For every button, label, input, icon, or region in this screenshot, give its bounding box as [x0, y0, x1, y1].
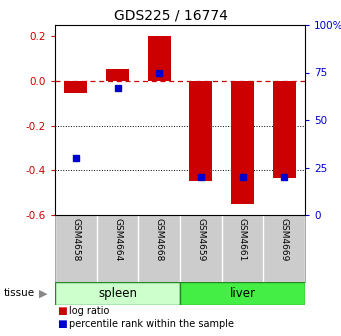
Text: log ratio: log ratio	[69, 306, 109, 316]
Text: GSM4661: GSM4661	[238, 218, 247, 262]
Bar	[64, 81, 87, 93]
Bar	[231, 81, 254, 204]
Text: spleen: spleen	[98, 287, 137, 300]
Bar	[180, 282, 305, 305]
Bar	[273, 81, 296, 178]
Text: percentile rank within the sample: percentile rank within the sample	[69, 319, 234, 329]
Text: GSM4664: GSM4664	[113, 218, 122, 262]
Text: GDS225 / 16774: GDS225 / 16774	[114, 8, 227, 23]
Text: ■: ■	[57, 319, 67, 329]
Text: liver: liver	[229, 287, 255, 300]
Text: GSM4668: GSM4668	[155, 218, 164, 262]
Text: ▶: ▶	[39, 289, 47, 298]
Text: GSM4669: GSM4669	[280, 218, 289, 262]
Bar	[55, 282, 180, 305]
Bar	[189, 81, 212, 181]
Text: ■: ■	[57, 306, 67, 316]
Bar	[106, 69, 129, 81]
Text: GSM4659: GSM4659	[196, 218, 205, 262]
Text: GSM4658: GSM4658	[71, 218, 80, 262]
Bar	[148, 36, 170, 81]
Text: tissue: tissue	[3, 289, 34, 298]
